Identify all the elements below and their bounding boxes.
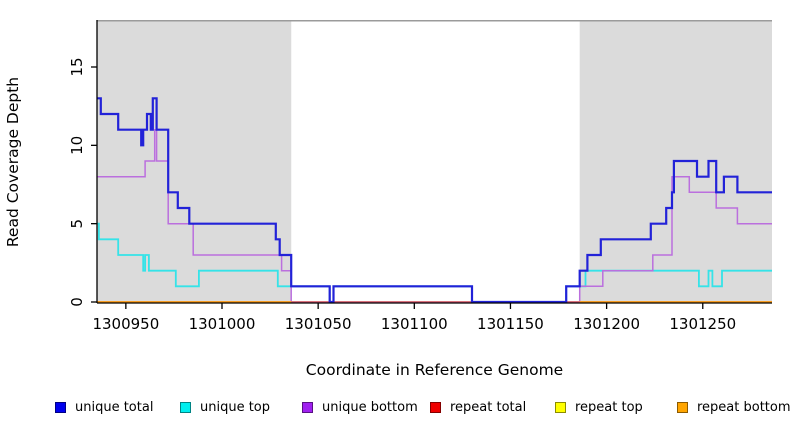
legend-item-unique-total: unique total [55,396,153,418]
legend-label: unique total [75,399,154,415]
legend-swatch-repeat-total [430,401,441,413]
legend-item-repeat-total: repeat total [430,396,526,418]
y-tick-label: 10 [68,136,86,155]
legend-item-repeat-top: repeat top [555,396,643,418]
legend-label: repeat total [450,399,527,415]
legend-label: repeat top [575,399,643,415]
legend-swatch-unique-top [180,401,191,413]
y-tick-label: 5 [68,219,86,229]
x-tick-label: 1301200 [573,315,640,333]
legend-item-unique-top: unique top [180,396,270,418]
legend-swatch-repeat-top [555,401,566,413]
y-tick-label: 0 [68,297,86,307]
legend-item-unique-bottom: unique bottom [302,396,418,418]
legend-swatch-repeat-bottom [677,401,688,413]
x-tick-label: 1300950 [92,315,159,333]
legend-swatch-unique-bottom [302,401,313,413]
x-tick-label: 1301050 [285,315,352,333]
x-tick-label: 1301100 [381,315,448,333]
legend: unique total unique top unique bottom repea… [0,396,792,422]
shaded-region-0 [97,20,292,302]
legend-label: unique bottom [322,399,418,415]
legend-swatch-unique-total [55,401,66,413]
legend-label: unique top [200,399,271,415]
y-axis-title: Read Coverage Depth [4,76,22,248]
x-axis-title: Coordinate in Reference Genome [305,361,564,379]
x-tick-label: 1301000 [189,315,256,333]
y-tick-label: 15 [68,57,86,76]
legend-item-repeat-bottom: repeat bottom [677,396,791,418]
unique-total-line [97,97,772,304]
x-tick-label: 1301250 [669,315,736,333]
x-tick-label: 1301150 [477,315,544,333]
legend-label: repeat bottom [697,399,791,415]
